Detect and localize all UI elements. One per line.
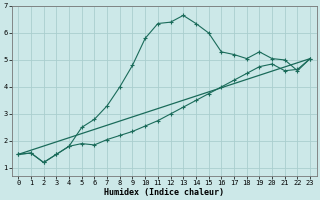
- X-axis label: Humidex (Indice chaleur): Humidex (Indice chaleur): [104, 188, 224, 197]
